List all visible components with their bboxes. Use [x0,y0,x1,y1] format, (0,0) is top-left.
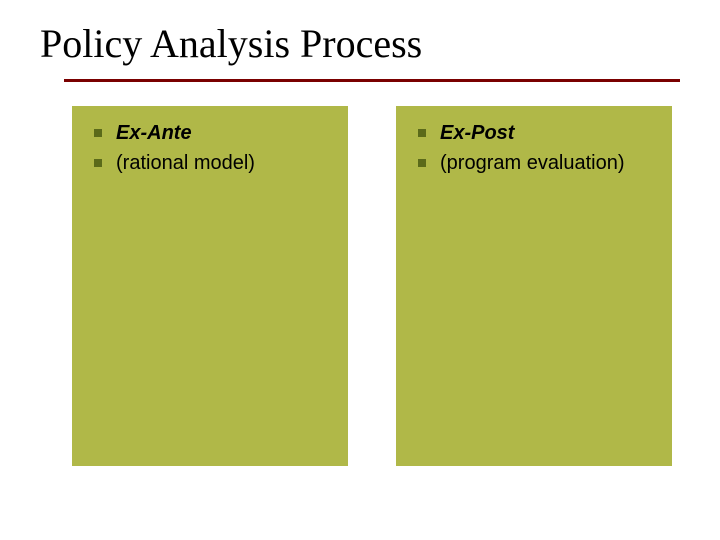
slide: Policy Analysis Process Ex-Ante (rationa… [0,0,720,540]
bullet-icon [418,159,426,167]
bullet-text: (rational model) [116,150,255,176]
title-rule [64,79,680,82]
bullet-icon [418,129,426,137]
bullet-icon [94,129,102,137]
list-item: Ex-Post [418,120,658,146]
list-item: (program evaluation) [418,150,658,176]
bullet-text: (program evaluation) [440,150,625,176]
bullet-text: Ex-Post [440,120,514,146]
bullet-text: Ex-Ante [116,120,192,146]
columns-container: Ex-Ante (rational model) Ex-Post (progra… [40,106,680,466]
column-right: Ex-Post (program evaluation) [396,106,672,466]
bullet-icon [94,159,102,167]
list-item: (rational model) [94,150,334,176]
slide-title: Policy Analysis Process [40,20,680,67]
list-item: Ex-Ante [94,120,334,146]
column-left: Ex-Ante (rational model) [72,106,348,466]
